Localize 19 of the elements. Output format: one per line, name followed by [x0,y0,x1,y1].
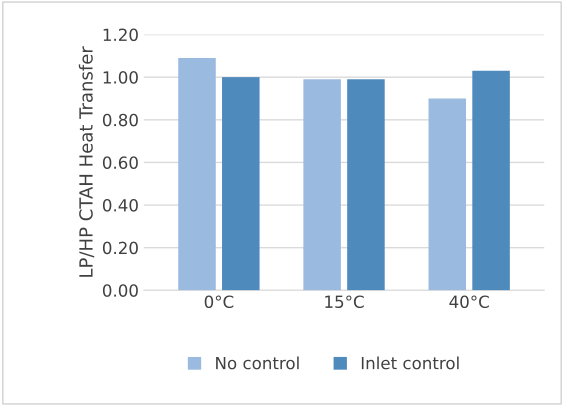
bar [472,70,510,290]
y-axis-title: LP/HP CTAH Heat Transfer [78,46,94,277]
legend-label: Inlet control [362,356,459,370]
legend-label: No control [216,356,299,370]
bar [428,98,466,290]
bar [222,77,260,290]
x-tick-label: 40°C [449,295,489,308]
x-tick-label: 0°C [204,295,234,308]
bar [178,58,216,290]
y-tick-label: 0.40 [102,198,138,212]
bar [347,79,385,290]
y-tick-label: 1.00 [104,71,138,84]
y-tick-label: 0.80 [102,114,138,126]
x-tick-label: 15°C [325,295,364,308]
y-tick-label: 0.60 [102,156,138,169]
y-tick-label: 1.20 [104,28,138,42]
bar [303,79,341,290]
y-tick-label: 0.00 [102,284,138,297]
y-tick-label: 0.20 [102,242,138,254]
